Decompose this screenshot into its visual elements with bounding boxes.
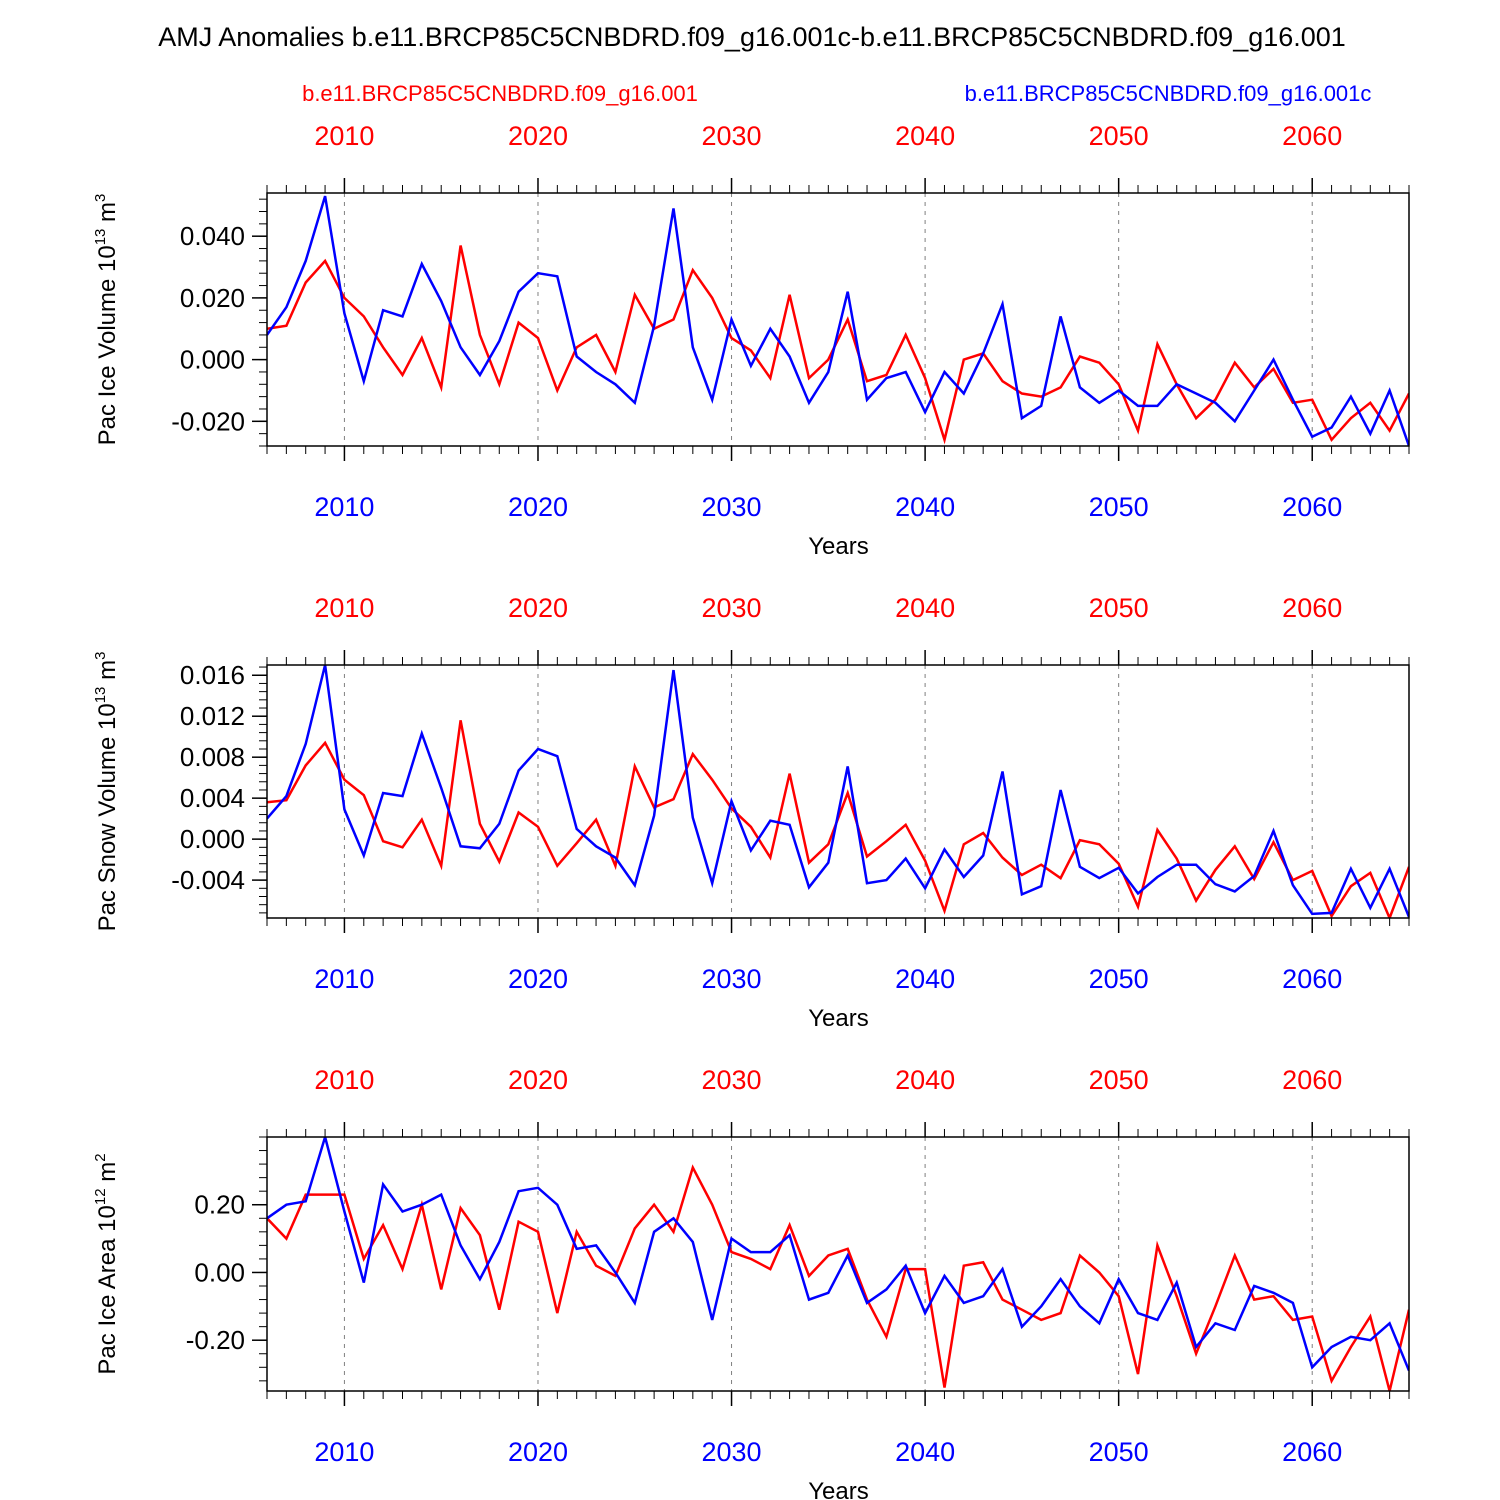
y-tick-label: 0.016 <box>180 660 245 690</box>
x-tick-label-bottom: 2060 <box>1282 964 1342 994</box>
x-tick-label-top: 2030 <box>702 593 762 623</box>
x-tick-label-top: 2060 <box>1282 121 1342 151</box>
x-tick-label-bottom: 2030 <box>702 1437 762 1467</box>
plot-frame <box>266 664 1410 919</box>
x-tick-label-top: 2040 <box>895 121 955 151</box>
x-tick-label-bottom: 2040 <box>895 492 955 522</box>
x-tick-label-top: 2010 <box>314 1065 374 1095</box>
y-tick-label: 0.00 <box>194 1257 245 1287</box>
y-axis-label: Pac Ice Area 1012 m2 <box>92 1153 121 1374</box>
legend-red-label: b.e11.BRCP85C5CNBDRD.f09_g16.001 <box>302 81 698 106</box>
y-tick-label: 0.20 <box>194 1190 245 1220</box>
x-tick-label-bottom: 2060 <box>1282 492 1342 522</box>
x-tick-label-top: 2020 <box>508 121 568 151</box>
y-axis-label: Pac Snow Volume 1013 m3 <box>92 652 121 932</box>
series-line-red <box>267 245 1409 445</box>
y-tick-label: 0.004 <box>180 783 245 813</box>
y-tick-label: -0.004 <box>171 865 245 895</box>
x-tick-label-bottom: 2010 <box>314 1437 374 1467</box>
x-tick-label-bottom: 2010 <box>314 964 374 994</box>
plot-frame <box>266 1136 1410 1392</box>
y-tick-label: 0.012 <box>180 701 245 731</box>
y-tick-label: 0.040 <box>180 221 245 251</box>
x-tick-label-top: 2050 <box>1089 593 1149 623</box>
x-tick-label-top: 2010 <box>314 121 374 151</box>
y-tick-label: 0.008 <box>180 742 245 772</box>
x-tick-label-bottom: 2040 <box>895 964 955 994</box>
x-tick-label-bottom: 2040 <box>895 1437 955 1467</box>
panel-1: -0.020 0.000 0.020 0.040 2010 2010 2020 2020 203… <box>92 121 1410 560</box>
x-axis-label: Years <box>808 1478 869 1500</box>
plot-frame <box>266 192 1410 447</box>
series-line-blue <box>267 665 1409 918</box>
legend-blue-label: b.e11.BRCP85C5CNBDRD.f09_g16.001c <box>965 81 1372 106</box>
series-line-blue <box>267 195 1409 446</box>
figure-title: AMJ Anomalies b.e11.BRCP85C5CNBDRD.f09_g… <box>158 22 1346 52</box>
x-axis-label: Years <box>808 533 869 560</box>
y-tick-label: 0.020 <box>180 283 245 313</box>
chart-panels: -0.020 0.000 0.020 0.040 2010 2010 2020 2020 203… <box>92 121 1410 1500</box>
x-tick-label-top: 2060 <box>1282 593 1342 623</box>
panel-3: -0.20 0.00 0.20 2010 2010 2020 2020 2030 2030 204… <box>92 1065 1410 1500</box>
x-tick-label-top: 2050 <box>1089 1065 1149 1095</box>
x-tick-label-bottom: 2020 <box>508 1437 568 1467</box>
x-tick-label-bottom: 2010 <box>314 492 374 522</box>
x-tick-label-bottom: 2050 <box>1089 492 1149 522</box>
x-tick-label-top: 2010 <box>314 593 374 623</box>
x-tick-label-top: 2030 <box>702 1065 762 1095</box>
x-tick-label-top: 2020 <box>508 593 568 623</box>
x-tick-label-bottom: 2020 <box>508 964 568 994</box>
y-tick-label: -0.020 <box>171 406 245 436</box>
x-axis-label: Years <box>808 1005 869 1032</box>
y-tick-label: 0.000 <box>180 824 245 854</box>
panel-2: -0.004 0.000 0.004 0.008 0.012 0.016 2010 2010 2… <box>92 593 1410 1032</box>
x-tick-label-bottom: 2030 <box>702 492 762 522</box>
x-tick-label-bottom: 2030 <box>702 964 762 994</box>
x-tick-label-bottom: 2050 <box>1089 964 1149 994</box>
x-tick-label-bottom: 2020 <box>508 492 568 522</box>
x-tick-label-top: 2020 <box>508 1065 568 1095</box>
y-tick-label: 0.000 <box>180 345 245 375</box>
series-line-blue <box>267 1137 1409 1372</box>
x-tick-label-top: 2030 <box>702 121 762 151</box>
x-tick-label-top: 2050 <box>1089 121 1149 151</box>
y-tick-label: -0.20 <box>186 1325 245 1355</box>
series-line-red <box>267 1164 1409 1391</box>
x-tick-label-bottom: 2050 <box>1089 1437 1149 1467</box>
x-tick-label-bottom: 2060 <box>1282 1437 1342 1467</box>
x-tick-label-top: 2040 <box>895 593 955 623</box>
x-tick-label-top: 2040 <box>895 1065 955 1095</box>
y-axis-label: Pac Ice Volume 1013 m3 <box>92 194 121 446</box>
x-tick-label-top: 2060 <box>1282 1065 1342 1095</box>
